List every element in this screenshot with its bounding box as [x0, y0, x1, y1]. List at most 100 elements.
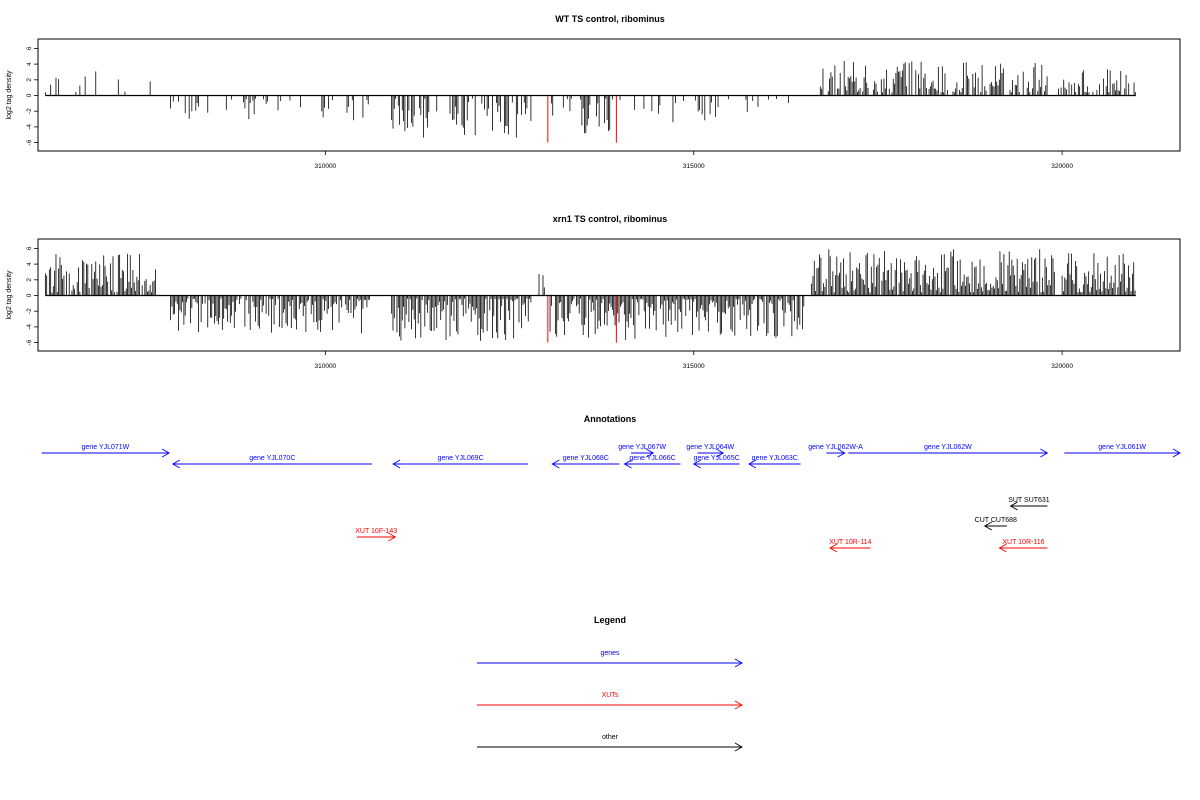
feature-gene: gene YJL066C — [623, 455, 681, 469]
annotations-title: Annotations — [584, 414, 637, 424]
y-tick-label: 4 — [26, 262, 33, 266]
annotation-features: gene YJL071W gene YJL070C gene YJL069C gene… — [41, 444, 1181, 553]
wt-y-axis-label: log2 tag density — [6, 70, 13, 120]
y-tick-label: -2 — [26, 308, 33, 314]
arrow-head — [551, 459, 560, 469]
feature-label: gene YJL065C — [693, 455, 739, 462]
arrow-head — [388, 532, 397, 542]
arrow-head — [623, 459, 632, 469]
y-tick-label: -2 — [26, 108, 33, 114]
wt-y-axis: -6 -4 -2 0 2 4 6 — [26, 46, 38, 145]
arrow-head — [1172, 448, 1181, 458]
wt-x-axis: 310000 315000 320000 — [314, 151, 1073, 170]
y-tick-label: 6 — [26, 46, 33, 50]
xrn1-density-panel: xrn1 TS control, ribominus log2 tag dens… — [6, 214, 1181, 370]
feature-label: XUT 10F-143 — [355, 528, 397, 535]
feature-label: CUT CUT688 — [975, 517, 1017, 524]
xrn1-bars-group — [44, 249, 1136, 343]
arrow-head — [692, 459, 701, 469]
legend-items: genes XUTs other — [477, 650, 743, 752]
arrow-head — [171, 459, 181, 469]
legend-item: XUTs — [477, 692, 743, 710]
y-tick-label: 2 — [26, 78, 33, 82]
feature-gene: gene YJL068C — [551, 455, 620, 469]
legend-item: other — [477, 734, 743, 752]
feature-gene: gene YJL071W — [41, 444, 171, 458]
arrow-head — [1040, 448, 1049, 458]
feature-label: gene YJL071W — [82, 444, 130, 451]
feature-label: gene YJL061W — [1098, 444, 1146, 451]
arrow-head — [715, 448, 725, 458]
xrn1-panel-title: xrn1 TS control, ribominus — [553, 214, 668, 224]
arrow-head — [734, 742, 743, 752]
feature-label: gene YJL069C — [437, 455, 483, 462]
arrow-head — [829, 543, 838, 553]
arrow-head — [645, 448, 655, 458]
legend-label: genes — [600, 650, 620, 657]
feature-gene: gene YJL062W-A — [808, 444, 863, 458]
feature-xut: XUT 10R-116 — [998, 539, 1048, 553]
arrow-head — [748, 459, 757, 469]
x-tick-label: 320000 — [1051, 163, 1073, 170]
arrow-head — [1009, 501, 1018, 511]
feature-label: gene YJL062W — [924, 444, 972, 451]
feature-label: gene YJL062W-A — [808, 444, 863, 451]
arrow-head — [734, 658, 743, 668]
feature-label: XUT 10R-116 — [1002, 539, 1044, 546]
wt-panel-title: WT TS control, ribominus — [555, 14, 665, 24]
x-tick-label: 315000 — [683, 363, 705, 370]
feature-label: gene YJL070C — [249, 455, 295, 462]
y-tick-label: -4 — [26, 324, 33, 330]
xrn1-y-axis-label: log2 tag density — [6, 270, 13, 320]
x-tick-label: 310000 — [314, 363, 336, 370]
y-tick-label: 2 — [26, 278, 33, 282]
legend-label: other — [602, 734, 619, 741]
y-tick-label: -6 — [26, 139, 33, 145]
arrow-head — [161, 448, 171, 458]
feature-label: gene YJL064W — [686, 444, 734, 451]
feature-gene: gene YJL067W — [618, 444, 666, 458]
x-tick-label: 320000 — [1051, 363, 1073, 370]
feature-gene: gene YJL064W — [686, 444, 735, 458]
legend-item: genes — [477, 650, 743, 668]
arrow-head — [983, 521, 992, 531]
x-tick-label: 310000 — [314, 163, 336, 170]
feature-gene: gene YJL065C — [692, 455, 740, 469]
arrow-head — [392, 459, 401, 469]
feature-label: gene YJL063C — [752, 455, 798, 462]
y-tick-label: 4 — [26, 62, 33, 66]
arrow-head — [837, 448, 846, 458]
y-tick-label: -4 — [26, 124, 33, 130]
legend-title: Legend — [594, 615, 626, 625]
wt-density-panel: WT TS control, ribominus log2 tag densit… — [6, 14, 1181, 170]
arrow-head — [998, 543, 1007, 553]
y-tick-label: -6 — [26, 339, 33, 345]
feature-label: gene YJL068C — [563, 455, 609, 462]
feature-gene: gene YJL061W — [1064, 444, 1181, 458]
wt-bars-group — [44, 61, 1136, 143]
feature-other: CUT CUT688 — [975, 517, 1017, 531]
legend: Legend genes XUTs other — [477, 615, 743, 752]
feature-label: gene YJL067W — [618, 444, 666, 451]
feature-other: SUT SUT631 — [1008, 497, 1050, 511]
y-tick-label: 6 — [26, 246, 33, 250]
x-tick-label: 315000 — [683, 163, 705, 170]
feature-label: gene YJL066C — [629, 455, 675, 462]
feature-label: XUT 10R-114 — [829, 539, 871, 546]
xrn1-plot-frame — [37, 238, 1181, 352]
feature-gene: gene YJL063C — [748, 455, 801, 469]
feature-xut: XUT 10F-143 — [355, 528, 397, 542]
y-tick-label: 0 — [26, 293, 33, 297]
xrn1-y-axis: -6 -4 -2 0 2 4 6 — [26, 246, 38, 345]
feature-label: SUT SUT631 — [1008, 497, 1050, 504]
feature-gene: gene YJL062W — [848, 444, 1049, 458]
wt-plot-frame — [37, 38, 1181, 152]
feature-gene: gene YJL069C — [392, 455, 528, 469]
legend-label: XUTs — [602, 692, 619, 699]
y-tick-label: 0 — [26, 93, 33, 97]
arrow-head — [734, 700, 743, 710]
feature-gene: gene YJL070C — [171, 455, 372, 469]
xrn1-x-axis: 310000 315000 320000 — [314, 351, 1073, 370]
